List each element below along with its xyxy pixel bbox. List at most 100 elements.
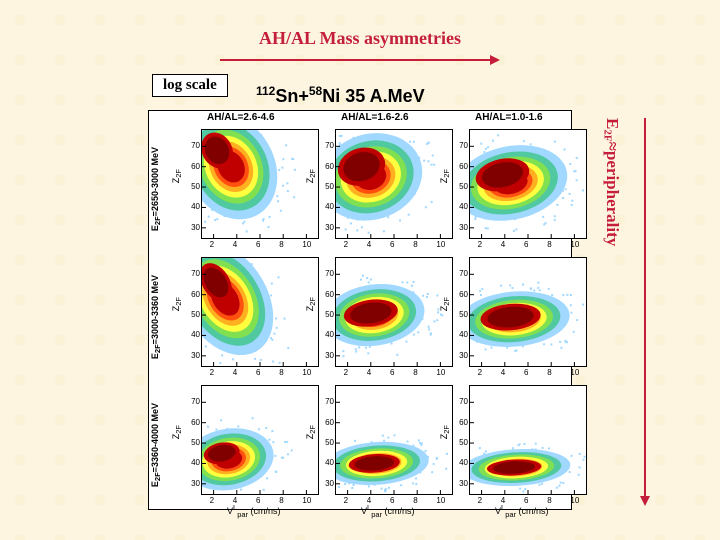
- y-axis-label: Z2F: [305, 425, 317, 439]
- y-tick: 70: [454, 141, 468, 150]
- y-tick: 40: [454, 458, 468, 467]
- y-tick: 50: [454, 438, 468, 447]
- x-tick: 2: [478, 368, 482, 377]
- x-tick: 4: [233, 240, 237, 249]
- x-tick: 8: [279, 368, 283, 377]
- y-tick: 40: [186, 458, 200, 467]
- y-tick: 60: [186, 162, 200, 171]
- x-tick: 10: [570, 368, 579, 377]
- title-area: AH/AL Mass asymmetries: [0, 28, 720, 67]
- x-tick: 8: [413, 240, 417, 249]
- y-axis-label: Z2F: [171, 169, 183, 183]
- y-tick: 30: [186, 223, 200, 232]
- y-tick: 40: [186, 330, 200, 339]
- page-title: AH/AL Mass asymmetries: [259, 28, 461, 48]
- density-panel: 2468103040506070: [469, 257, 587, 367]
- x-tick: 10: [302, 496, 311, 505]
- y-tick: 50: [454, 182, 468, 191]
- x-tick: 8: [413, 368, 417, 377]
- x-tick: 10: [302, 368, 311, 377]
- y-axis-label: Z2F: [171, 297, 183, 311]
- y-tick: 60: [454, 418, 468, 427]
- y-tick: 50: [186, 438, 200, 447]
- y-tick: 70: [320, 141, 334, 150]
- y-tick: 30: [320, 479, 334, 488]
- x-tick: 2: [478, 496, 482, 505]
- row-label: E2F=3360-4000 MeV: [150, 403, 162, 487]
- y-tick: 30: [320, 351, 334, 360]
- x-tick: 4: [501, 368, 505, 377]
- y-tick: 50: [320, 182, 334, 191]
- x-tick: 2: [210, 368, 214, 377]
- title-arrow-icon: [220, 53, 500, 67]
- y-tick: 50: [454, 310, 468, 319]
- y-tick: 40: [454, 202, 468, 211]
- x-tick: 4: [501, 240, 505, 249]
- x-axis-label: VLpar (cm/ns): [361, 503, 415, 519]
- y-tick: 60: [186, 290, 200, 299]
- density-panel: 2468103040506070: [469, 129, 587, 239]
- y-tick: 30: [454, 351, 468, 360]
- y-tick: 70: [320, 269, 334, 278]
- column-header: AH/AL=2.6-4.6: [207, 112, 275, 123]
- y-tick: 40: [320, 202, 334, 211]
- x-tick: 10: [436, 240, 445, 249]
- x-tick: 10: [436, 496, 445, 505]
- y-tick: 30: [186, 479, 200, 488]
- y-tick: 60: [320, 418, 334, 427]
- density-panel: 2468103040506070: [201, 257, 319, 367]
- y-tick: 60: [454, 290, 468, 299]
- x-tick: 4: [367, 368, 371, 377]
- y-tick: 50: [320, 310, 334, 319]
- y-tick: 30: [454, 479, 468, 488]
- x-tick: 2: [344, 496, 348, 505]
- y-axis-label: Z2F: [439, 425, 451, 439]
- x-tick: 2: [344, 240, 348, 249]
- x-tick: 2: [210, 496, 214, 505]
- y-tick: 50: [320, 438, 334, 447]
- y-tick: 30: [454, 223, 468, 232]
- y-tick: 40: [454, 330, 468, 339]
- x-tick: 2: [210, 240, 214, 249]
- chart-grid: AH/AL=2.6-4.6AH/AL=1.6-2.6AH/AL=1.0-1.6E…: [148, 110, 572, 510]
- y-axis-label: Z2F: [305, 169, 317, 183]
- density-panel: 2468103040506070: [201, 129, 319, 239]
- y-axis-label: Z2F: [439, 169, 451, 183]
- x-tick: 10: [436, 368, 445, 377]
- column-header: AH/AL=1.0-1.6: [475, 112, 543, 123]
- reaction-title: 112Sn+58Ni 35 A.MeV: [256, 84, 425, 107]
- x-tick: 2: [478, 240, 482, 249]
- y-tick: 40: [320, 458, 334, 467]
- y-tick: 70: [454, 397, 468, 406]
- x-axis-label: VLpar (cm/ns): [495, 503, 549, 519]
- y-tick: 70: [186, 397, 200, 406]
- y-axis-label: Z2F: [439, 297, 451, 311]
- y-tick: 50: [186, 310, 200, 319]
- x-tick: 8: [279, 240, 283, 249]
- y-tick: 70: [186, 269, 200, 278]
- y-tick: 40: [186, 202, 200, 211]
- y-tick: 50: [186, 182, 200, 191]
- y-axis-label: Z2F: [171, 425, 183, 439]
- x-tick: 6: [256, 240, 260, 249]
- peripherality-arrow-icon: [638, 118, 652, 506]
- x-tick: 6: [524, 368, 528, 377]
- y-tick: 70: [186, 141, 200, 150]
- x-tick: 2: [344, 368, 348, 377]
- x-tick: 10: [570, 496, 579, 505]
- density-panel: 2468103040506070: [469, 385, 587, 495]
- x-tick: 8: [547, 240, 551, 249]
- density-panel: 2468103040506070: [201, 385, 319, 495]
- x-tick: 6: [524, 240, 528, 249]
- x-axis-label: VLpar (cm/ns): [227, 503, 281, 519]
- y-tick: 70: [454, 269, 468, 278]
- density-panel: 2468103040506070: [335, 257, 453, 367]
- x-tick: 6: [390, 368, 394, 377]
- y-tick: 70: [320, 397, 334, 406]
- x-tick: 8: [547, 368, 551, 377]
- row-label: E2F=3000-3360 MeV: [150, 275, 162, 359]
- x-tick: 10: [570, 240, 579, 249]
- y-axis-label: Z2F: [305, 297, 317, 311]
- y-tick: 60: [320, 290, 334, 299]
- y-tick: 30: [320, 223, 334, 232]
